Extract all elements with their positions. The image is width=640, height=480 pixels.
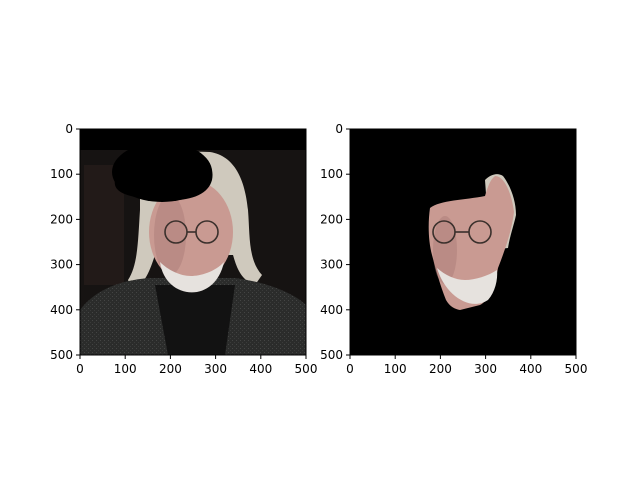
left-x-tick-label: 100 <box>114 362 137 376</box>
right-y-tick-label: 100 <box>320 167 343 181</box>
right-y-tick-label: 200 <box>320 212 343 226</box>
right-x-tick-label: 300 <box>474 362 497 376</box>
right-beard-segment <box>437 268 498 304</box>
left-beard <box>160 262 224 293</box>
right-y-tick-label: 0 <box>335 122 343 136</box>
right-y-tick-label: 500 <box>320 348 343 362</box>
right-face-shadow <box>433 216 457 284</box>
right-y-tick-label: 400 <box>320 303 343 317</box>
left-y-tick-label: 500 <box>50 348 73 362</box>
left-y-tick-label: 0 <box>65 122 73 136</box>
left-shirt <box>155 285 235 355</box>
left-x-tick-label: 400 <box>249 362 272 376</box>
right-x-tick-label: 400 <box>519 362 542 376</box>
right-y-tick-label: 300 <box>320 258 343 272</box>
left-y-tick-label: 400 <box>50 303 73 317</box>
left-axes-frame <box>79 128 307 356</box>
right-axes-frame <box>349 128 577 356</box>
right-x-tick-label: 500 <box>565 362 588 376</box>
left-face-shadow <box>154 195 186 275</box>
left-image <box>80 129 306 355</box>
right-x-tick-label: 0 <box>346 362 354 376</box>
right-x-tick-label: 100 <box>384 362 407 376</box>
left-occlusion-blob <box>112 142 212 202</box>
left-x-tick-label: 300 <box>204 362 227 376</box>
right-image <box>350 129 576 355</box>
left-x-tick-label: 0 <box>76 362 84 376</box>
right-x-tick-label: 200 <box>429 362 452 376</box>
left-y-tick-label: 300 <box>50 258 73 272</box>
left-y-tick-label: 100 <box>50 167 73 181</box>
left-x-tick-label: 200 <box>159 362 182 376</box>
left-x-tick-label: 500 <box>295 362 318 376</box>
left-y-tick-label: 200 <box>50 212 73 226</box>
